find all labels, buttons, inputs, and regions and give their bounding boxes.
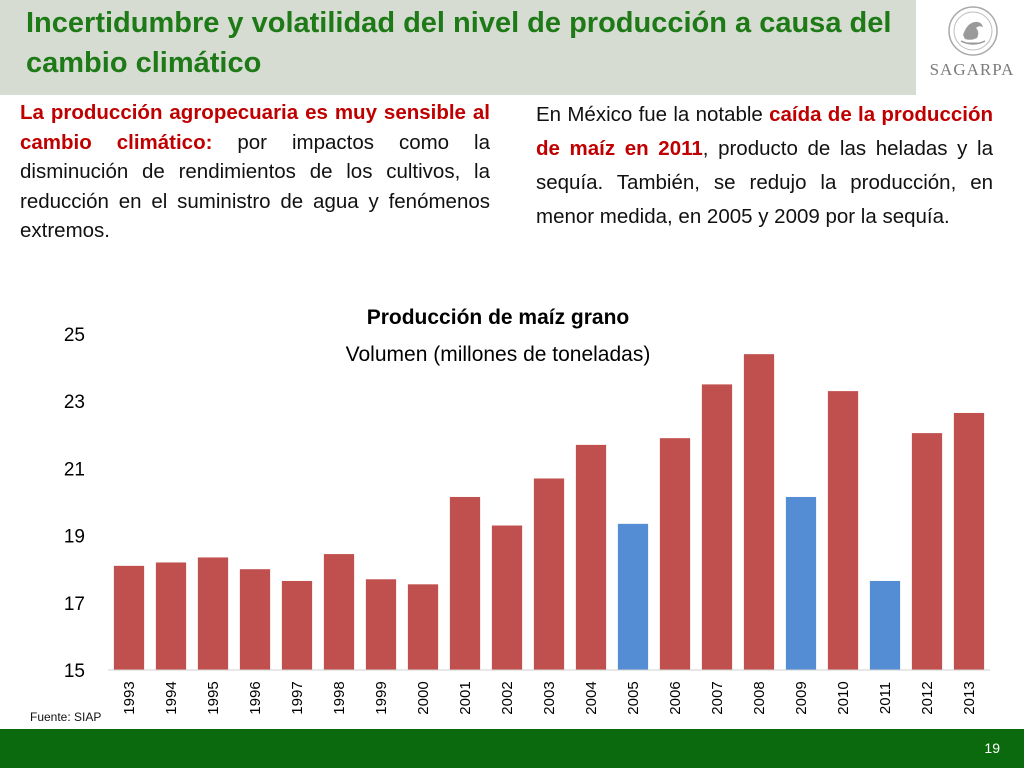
bar-2002 [491, 525, 523, 670]
x-tick-label: 2006 [667, 681, 684, 714]
y-tick-label: 25 [64, 325, 85, 346]
bar-2000 [407, 584, 439, 670]
bar-1995 [197, 557, 229, 670]
y-axis: 15 17 19 21 23 25 [64, 325, 85, 682]
x-tick-label: 2001 [457, 681, 474, 714]
x-tick-label: 2007 [709, 681, 726, 714]
x-tick-label: 1994 [163, 681, 180, 714]
x-tick-label: 1996 [247, 681, 264, 714]
y-tick-label: 15 [64, 661, 85, 682]
bar-1999 [365, 579, 397, 670]
x-tick-label: 2009 [793, 681, 810, 714]
bar-2010 [827, 391, 859, 670]
bar-2001 [449, 496, 481, 670]
bar-1998 [323, 554, 355, 670]
x-tick-label: 2008 [751, 681, 768, 714]
y-tick-label: 17 [64, 594, 85, 615]
x-tick-label: 1997 [289, 681, 306, 714]
bar-2012 [911, 433, 943, 670]
x-tick-label: 2002 [499, 681, 516, 714]
x-tick-label: 2012 [919, 681, 936, 714]
page-number: 19 [984, 740, 1000, 756]
x-tick-label: 1998 [331, 681, 348, 714]
right-prefix: En México fue la notable [536, 103, 770, 126]
y-tick-label: 19 [64, 527, 85, 548]
right-paragraph: En México fue la notable caída de la pro… [536, 98, 993, 234]
bar-2004 [575, 444, 607, 670]
x-tick-label: 2010 [835, 681, 852, 714]
bar-2009 [785, 496, 817, 670]
right-suffix: , producto de las heladas y la sequía. T… [536, 137, 993, 228]
bars [113, 354, 985, 670]
x-tick-label: 2011 [877, 682, 894, 714]
bar-2006 [659, 438, 691, 670]
source-note: Fuente: SIAP [30, 710, 102, 724]
bar-1994 [155, 562, 187, 670]
sagarpa-logo: SAGARPA [920, 0, 1024, 95]
bar-2011 [869, 580, 901, 670]
footer-bar: 19 [0, 729, 1024, 768]
left-paragraph: La producción agropecuaria es muy sensib… [20, 98, 490, 246]
bar-1996 [239, 569, 271, 670]
bar-2005 [617, 523, 649, 670]
chart-subtitle: Volumen (millones de toneladas) [346, 343, 651, 366]
x-tick-label: 2013 [961, 681, 978, 714]
bar-1993 [113, 565, 145, 670]
bar-2007 [701, 384, 733, 670]
mexico-coat-of-arms-seal-icon [947, 5, 999, 57]
bar-2003 [533, 478, 565, 670]
x-tick-label: 2003 [541, 681, 558, 714]
chart-title: Producción de maíz grano [367, 306, 630, 329]
left-body: por impactos como la disminución de rend… [20, 130, 490, 243]
x-tick-label: 1999 [373, 681, 390, 714]
bar-2013 [953, 412, 985, 670]
logo-wordmark: SAGARPA [929, 60, 1015, 79]
right-highlight: caída de la producción de maíz en 2011 [536, 103, 993, 160]
x-axis-labels: 1993 1994 1995 1996 1997 1998 1999 2000 2001 2002… [121, 681, 978, 714]
page-title: Incertidumbre y volatilidad del nivel de… [26, 7, 892, 79]
x-tick-label: 2005 [625, 681, 642, 714]
y-tick-label: 21 [64, 459, 85, 480]
x-tick-label: 2004 [583, 681, 600, 714]
y-tick-label: 23 [64, 392, 85, 413]
corn-production-chart: Producción de maíz grano Volumen (millon… [64, 306, 990, 715]
bar-1997 [281, 580, 313, 670]
x-tick-label: 1995 [205, 681, 222, 714]
left-highlight: La producción agropecuaria es muy sensib… [20, 101, 490, 154]
x-tick-label: 1993 [121, 681, 138, 714]
x-tick-label: 2000 [415, 681, 432, 714]
bar-2008 [743, 354, 775, 670]
header-bar: Incertidumbre y volatilidad del nivel de… [0, 0, 916, 95]
